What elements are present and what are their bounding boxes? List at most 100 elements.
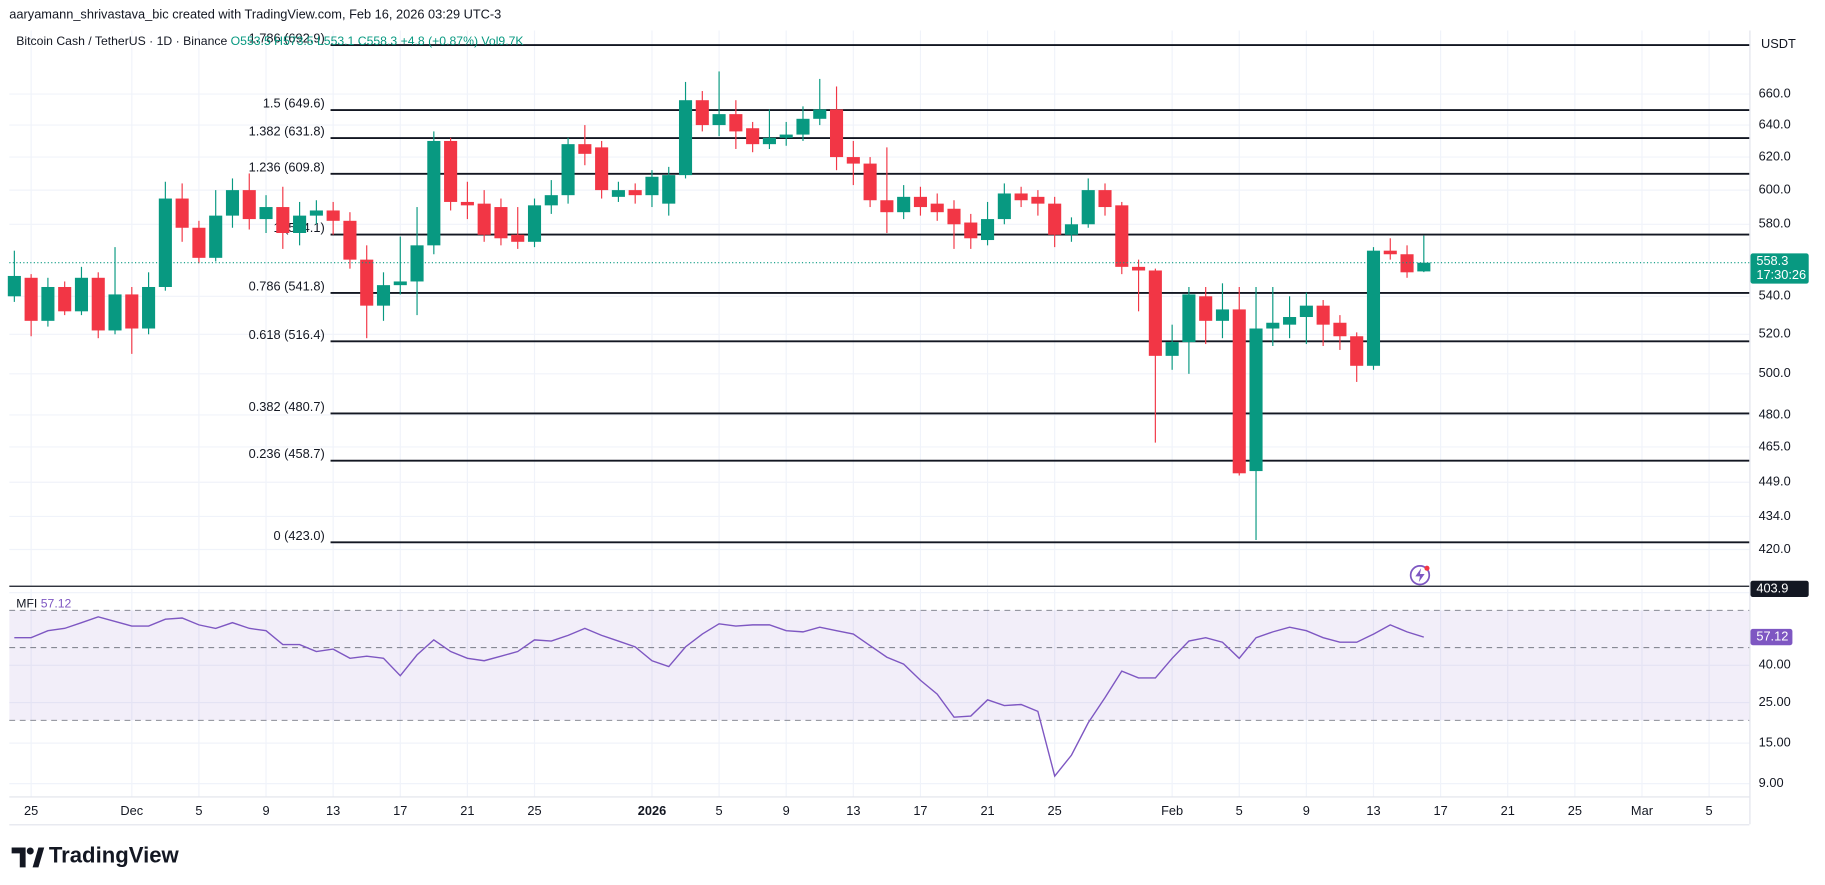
- logo-mark: [11, 847, 26, 868]
- attribution: aaryamann_shrivastava_bic created with T…: [9, 7, 501, 22]
- candle-body: [628, 190, 642, 196]
- x-tick-label: 13: [326, 803, 340, 818]
- candle-body: [1383, 250, 1397, 255]
- crosshair-badge: [1750, 580, 1809, 598]
- fib-label: 0.236 (458.7): [249, 446, 325, 461]
- candle-body: [343, 220, 357, 260]
- y-tick-label: 25.00: [1759, 694, 1791, 709]
- candle-body: [897, 196, 911, 213]
- mfi-badge: [1750, 628, 1793, 646]
- alert-dot: [1424, 565, 1430, 571]
- x-tick-label: 5: [1706, 803, 1713, 818]
- x-tick-label: 17: [1433, 803, 1447, 818]
- candle-body: [595, 147, 609, 191]
- candle-body: [1266, 322, 1280, 329]
- candle-body: [829, 109, 844, 158]
- candle-body: [360, 259, 374, 306]
- x-tick-label: 21: [1501, 803, 1515, 818]
- ohlc: C558.3: [358, 34, 398, 48]
- candle-body: [209, 215, 223, 258]
- candle-body: [91, 277, 105, 331]
- candle-body: [746, 128, 760, 145]
- y-tick-label: 640.0: [1759, 116, 1791, 131]
- ohlc: +4.8 (+0.87%): [401, 34, 478, 48]
- currency: USDT: [1761, 36, 1796, 51]
- y-tick-label: 480.0: [1759, 406, 1791, 421]
- fib-label: 0 (423.0): [273, 528, 324, 543]
- candle-body: [1350, 336, 1364, 366]
- y-tick-label: 15.00: [1759, 734, 1791, 749]
- brand: TradingView: [49, 843, 180, 868]
- candle-body: [158, 198, 172, 287]
- candle-body: [393, 281, 407, 286]
- x-tick-label: 13: [1366, 803, 1380, 818]
- x-tick-label: 9: [1303, 803, 1310, 818]
- candle-body: [1417, 262, 1431, 272]
- brand-logo: TradingView: [11, 843, 180, 868]
- x-tick-label: 17: [393, 803, 407, 818]
- logo-mark: [32, 847, 45, 868]
- candle-body: [58, 286, 72, 312]
- y-tick-label: 9.00: [1759, 775, 1784, 790]
- fib-label: 1.382 (631.8): [249, 124, 325, 139]
- candle-body: [662, 175, 676, 204]
- price-badge-text: 558.3: [1756, 253, 1788, 268]
- x-tick-label: 13: [846, 803, 860, 818]
- candle-body: [695, 100, 709, 126]
- y-tick-label: 660.0: [1759, 85, 1791, 100]
- candle-body: [762, 137, 776, 145]
- candle-body: [259, 207, 273, 220]
- candle-body: [1132, 266, 1146, 271]
- price-badge: [1750, 253, 1809, 284]
- y-tick-label: 580.0: [1759, 216, 1791, 231]
- fib-label: 0.618 (516.4): [249, 327, 325, 342]
- y-tick-label: 540.0: [1759, 288, 1791, 303]
- candle-body: [410, 245, 424, 282]
- candle-body: [813, 109, 827, 119]
- candle-body: [1148, 270, 1162, 356]
- candle-body: [24, 277, 38, 321]
- candle-body: [276, 207, 290, 233]
- candle-body: [1316, 305, 1330, 325]
- mfi-line: [14, 616, 1425, 778]
- candle-body: [796, 118, 810, 135]
- x-tick-label: 21: [980, 803, 994, 818]
- candle-body: [981, 219, 995, 241]
- crosshair-badge-text: 403.9: [1756, 580, 1788, 595]
- indicator-value: 57.12: [41, 597, 72, 611]
- x-tick-label: 21: [460, 803, 474, 818]
- mfi-band: [9, 610, 1750, 721]
- x-tick-label: 9: [783, 803, 790, 818]
- x-tick-label: 25: [1568, 803, 1582, 818]
- candle-body: [729, 114, 743, 132]
- fib-label: 1.5 (649.6): [263, 96, 325, 111]
- indicator-header: MFI 57.12: [16, 597, 71, 611]
- candle-body: [460, 201, 474, 206]
- candle-body: [142, 286, 156, 329]
- candle-body: [863, 163, 877, 201]
- candle-body: [997, 193, 1011, 220]
- candle-body: [645, 176, 659, 196]
- candle-body: [544, 195, 558, 206]
- candle-body: [913, 196, 927, 208]
- ohlc: L553.1: [317, 34, 355, 48]
- x-tick-label: 2026: [638, 803, 666, 818]
- fib-label: 0.786 (541.8): [249, 278, 325, 293]
- candle-body: [444, 140, 458, 202]
- candle-body: [41, 286, 55, 321]
- ohlc: H573.5: [274, 34, 314, 48]
- candle-body: [779, 134, 793, 138]
- fib-label: 0.382 (480.7): [249, 399, 325, 414]
- fib-label: 1.786 (692.9): [249, 31, 325, 46]
- candle-body: [1014, 193, 1028, 201]
- candle-body: [1299, 305, 1313, 318]
- y-tick-label: 434.0: [1759, 508, 1791, 523]
- candle-body: [74, 277, 89, 312]
- indicator-name: MFI: [16, 597, 37, 611]
- candle-body: [326, 210, 340, 221]
- candle-body: [712, 114, 726, 126]
- candle-body: [477, 203, 491, 235]
